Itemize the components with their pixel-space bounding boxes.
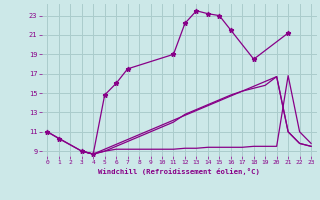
X-axis label: Windchill (Refroidissement éolien,°C): Windchill (Refroidissement éolien,°C) xyxy=(98,168,260,175)
